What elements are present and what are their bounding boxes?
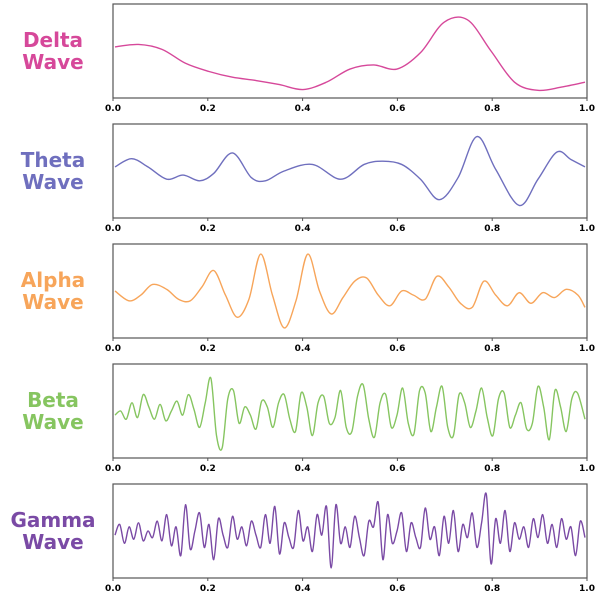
wave-label-line2: Wave: [22, 170, 84, 194]
wave-label-line1: Alpha: [20, 268, 86, 292]
wave-line: [114, 16, 586, 92]
wave-line: [114, 253, 586, 329]
x-tick-label: 1.0: [579, 584, 595, 594]
x-tick-label: 1.0: [579, 104, 595, 114]
wave-panel: Alpha Wave 0.0 0.2 0.4 0.6 0.8 1.0: [0, 240, 600, 360]
wave-label: Theta Wave: [0, 149, 106, 193]
x-tick-label: 0.2: [200, 344, 216, 354]
wave-line: [114, 376, 586, 451]
x-tick-label: 0.0: [105, 104, 121, 114]
x-tick-label: 0.0: [105, 344, 121, 354]
x-tick-label: 1.0: [579, 224, 595, 234]
wave-label-line1: Gamma: [10, 508, 96, 532]
x-tick-label: 0.8: [484, 464, 500, 474]
x-tick-label: 0.6: [389, 224, 405, 234]
wave-label-line1: Theta: [20, 148, 86, 172]
x-tick-label: 0.4: [295, 464, 311, 474]
plot-frame: [112, 243, 588, 339]
wave-line: [114, 135, 586, 207]
wave-plot: 0.0 0.2 0.4 0.6 0.8 1.0: [105, 123, 595, 234]
x-tick-label: 0.8: [484, 104, 500, 114]
x-tick-label: 1.0: [579, 464, 595, 474]
x-tick-label: 0.4: [295, 584, 311, 594]
wave-plot: 0.0 0.2 0.4 0.6 0.8 1.0: [105, 363, 595, 474]
x-tick-label: 0.6: [389, 464, 405, 474]
x-tick-label: 0.2: [200, 464, 216, 474]
plot-frame: [112, 363, 588, 459]
wave-label-line2: Wave: [22, 290, 84, 314]
wave-panel: Delta Wave 0.0 0.2 0.4 0.6 0.8 1.0: [0, 0, 600, 120]
x-tick-label: 1.0: [579, 344, 595, 354]
wave-label: Beta Wave: [0, 389, 106, 433]
x-tick-label: 0.8: [484, 584, 500, 594]
wave-label: Delta Wave: [0, 29, 106, 73]
x-tick-label: 0.4: [295, 104, 311, 114]
wave-label-line2: Wave: [22, 50, 84, 74]
wave-label-line1: Beta: [27, 388, 79, 412]
plot-frame: [112, 123, 588, 219]
x-tick-label: 0.4: [295, 344, 311, 354]
x-tick-label: 0.2: [200, 104, 216, 114]
x-tick-label: 0.0: [105, 224, 121, 234]
x-tick-label: 0.0: [105, 464, 121, 474]
x-tick-label: 0.6: [389, 584, 405, 594]
wave-plot: 0.0 0.2 0.4 0.6 0.8 1.0: [105, 243, 595, 354]
plot-frame: [112, 3, 588, 99]
wave-plot: 0.0 0.2 0.4 0.6 0.8 1.0: [105, 483, 595, 594]
x-tick-label: 0.8: [484, 344, 500, 354]
wave-line: [114, 492, 586, 569]
x-tick-label: 0.2: [200, 224, 216, 234]
plot-frame: [112, 483, 588, 579]
x-tick-label: 0.8: [484, 224, 500, 234]
x-tick-label: 0.4: [295, 224, 311, 234]
wave-label-line2: Wave: [22, 410, 84, 434]
x-tick-label: 0.2: [200, 584, 216, 594]
wave-panel: Beta Wave 0.0 0.2 0.4 0.6 0.8 1.0: [0, 360, 600, 480]
wave-panel: Gamma Wave 0.0 0.2 0.4 0.6 0.8 1.0: [0, 480, 600, 600]
x-tick-label: 0.6: [389, 104, 405, 114]
wave-label-line2: Wave: [22, 530, 84, 554]
wave-label-line1: Delta: [22, 28, 84, 52]
wave-label: Alpha Wave: [0, 269, 106, 313]
x-tick-label: 0.6: [389, 344, 405, 354]
wave-panel: Theta Wave 0.0 0.2 0.4 0.6 0.8 1.0: [0, 120, 600, 240]
wave-label: Gamma Wave: [0, 509, 106, 553]
wave-plot: 0.0 0.2 0.4 0.6 0.8 1.0: [105, 3, 595, 114]
x-tick-label: 0.0: [105, 584, 121, 594]
